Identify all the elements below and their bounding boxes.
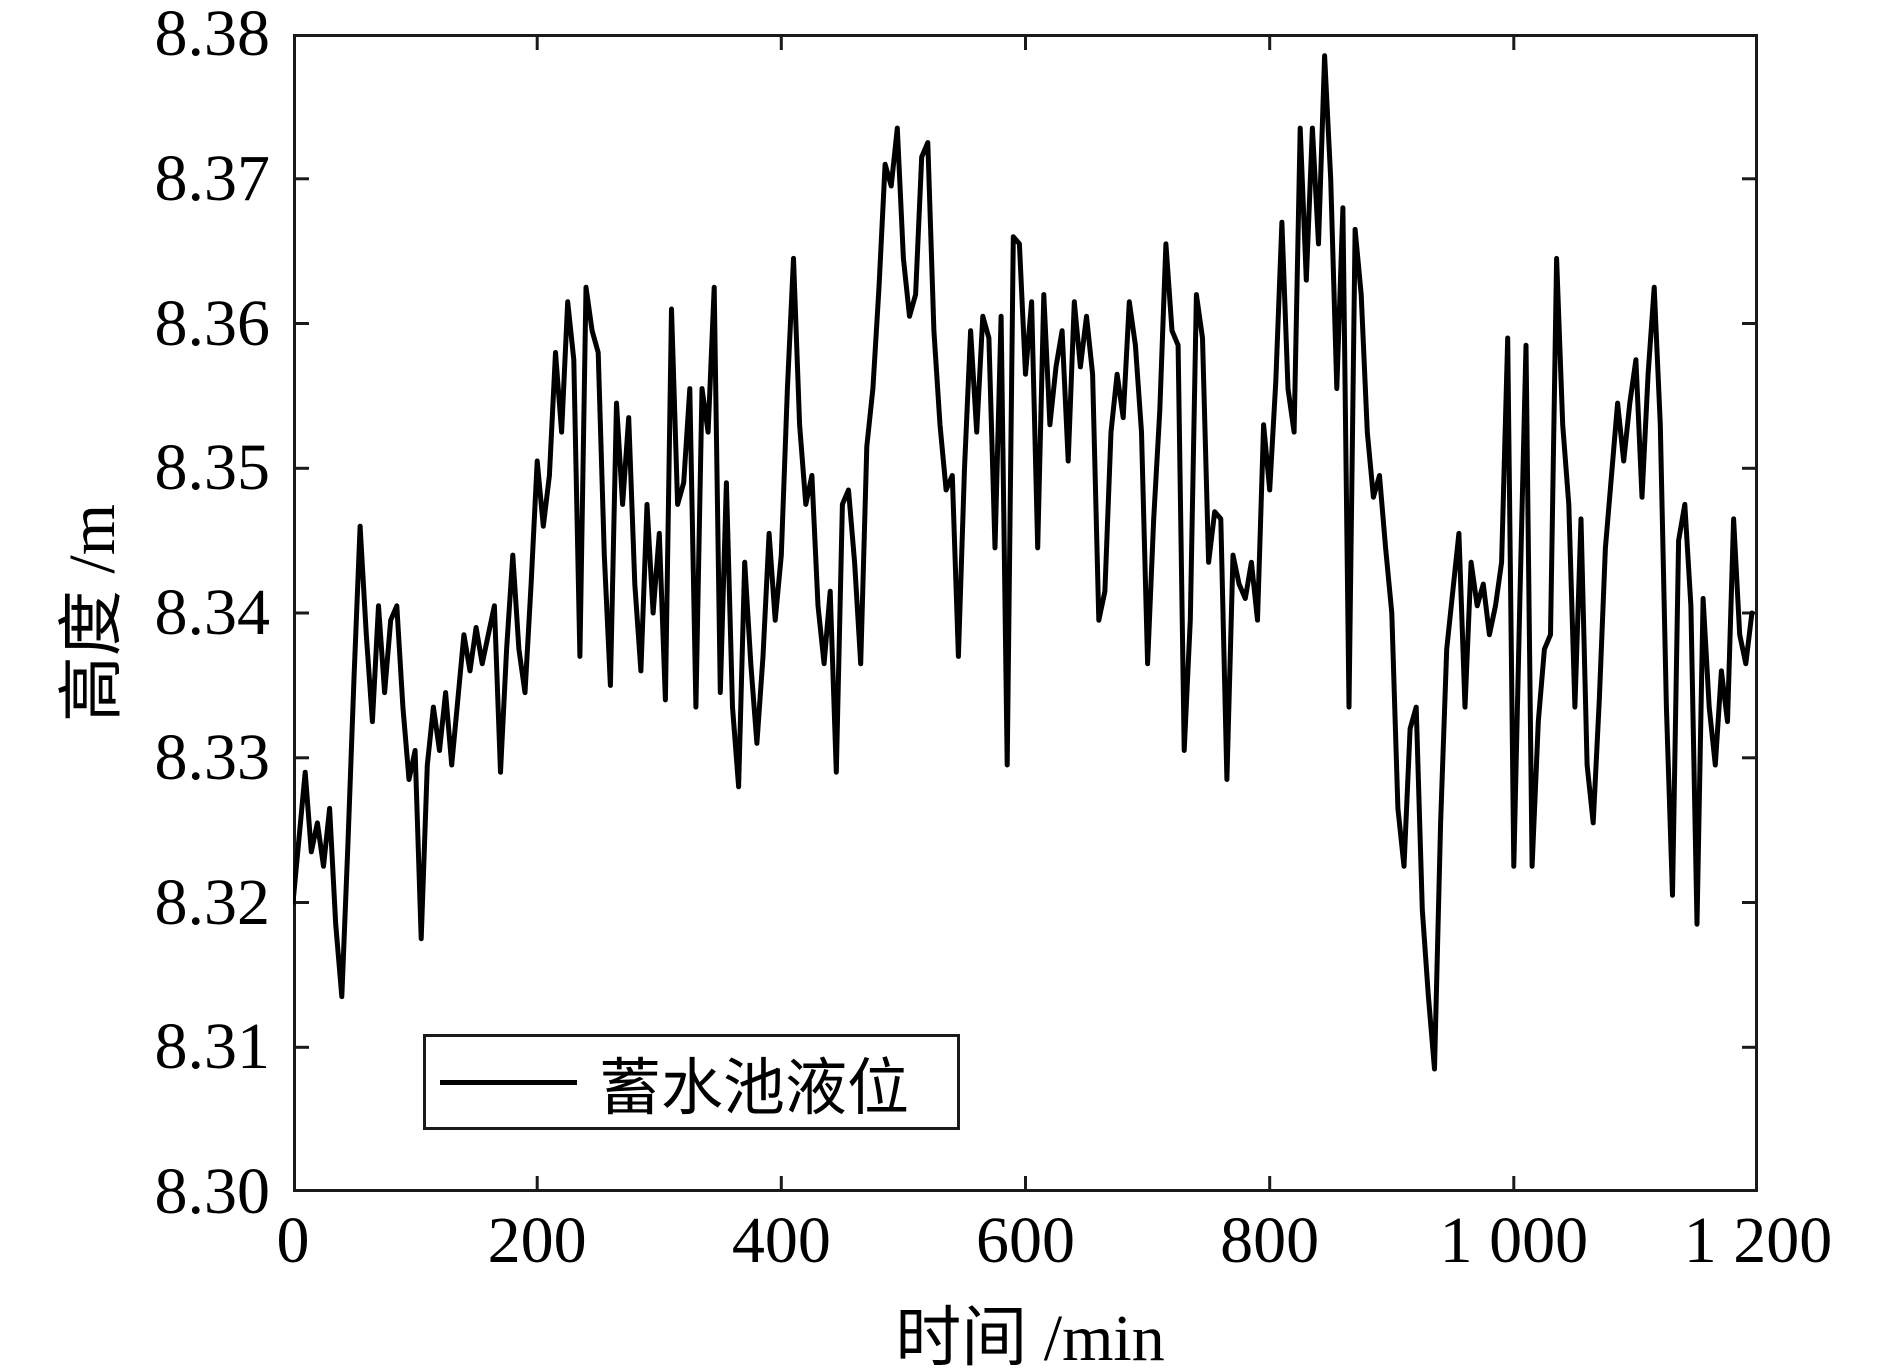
y-tick-label: 8.34 xyxy=(154,576,271,649)
y-axis-label: 高度 /m xyxy=(56,503,129,723)
y-tick-label: 8.36 xyxy=(154,286,271,360)
x-tick-label: 800 xyxy=(1220,1204,1320,1277)
x-tick-label: 0 xyxy=(276,1204,310,1277)
legend: 蓄水池液位 xyxy=(423,1034,960,1130)
y-tick-label: 8.37 xyxy=(154,141,271,215)
y-tick-label: 8.32 xyxy=(154,865,271,939)
x-tick-label: 1 200 xyxy=(1683,1204,1833,1277)
series-line xyxy=(293,53,1755,1072)
plot-box xyxy=(293,34,1758,1192)
legend-line-sample xyxy=(440,1079,577,1085)
legend-label: 蓄水池液位 xyxy=(599,1055,910,1123)
x-tick-label: 200 xyxy=(487,1204,587,1277)
y-tick-label: 8.30 xyxy=(154,1155,271,1228)
x-axis-label: 时间 /min xyxy=(895,1302,1165,1371)
x-tick-label: 1 000 xyxy=(1439,1204,1589,1277)
y-tick-label: 8.35 xyxy=(154,431,271,505)
y-tick-label: 8.33 xyxy=(154,720,271,794)
y-tick-label: 8.31 xyxy=(154,1010,271,1084)
y-tick-label: 8.38 xyxy=(154,0,271,70)
x-tick-label: 600 xyxy=(976,1204,1075,1277)
x-tick-label: 400 xyxy=(731,1204,831,1277)
plot-svg xyxy=(293,34,1758,1192)
